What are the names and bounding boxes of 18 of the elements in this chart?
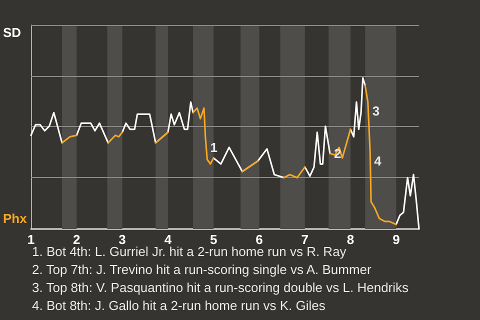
x-tick-label: 2 — [73, 232, 80, 247]
x-tick-label: 7 — [301, 232, 308, 247]
x-tick-label: 9 — [392, 232, 400, 247]
text: 4. Bot 8th: J. Gallo hit a 2-run home run vs K. Giles — [32, 298, 326, 313]
x-tick-label: 8 — [346, 232, 354, 247]
text: 2. Top 7th: J. Trevino hit a run-scoring single vs A. Bummer — [32, 262, 372, 277]
annotation: 4 — [374, 154, 382, 168]
x-tick-label: 6 — [256, 232, 263, 247]
text: Phx — [3, 211, 28, 226]
x-tick-label: 1 — [27, 232, 35, 247]
text: 1. Bot 4th: L. Gurriel Jr. hit a 2-run home run vs R. Ray — [32, 244, 347, 259]
annotation: 3 — [372, 104, 380, 119]
x-tick-label: 4 — [164, 232, 172, 247]
x-tick-label: 3 — [118, 232, 126, 247]
text: SD — [3, 25, 22, 40]
text: 3. Top 8th: V. Pasquantino hit a run-scoring double vs L. Hendriks — [32, 280, 410, 295]
x-tick-label: 5 — [210, 232, 218, 247]
annotation: 1 — [210, 140, 218, 155]
